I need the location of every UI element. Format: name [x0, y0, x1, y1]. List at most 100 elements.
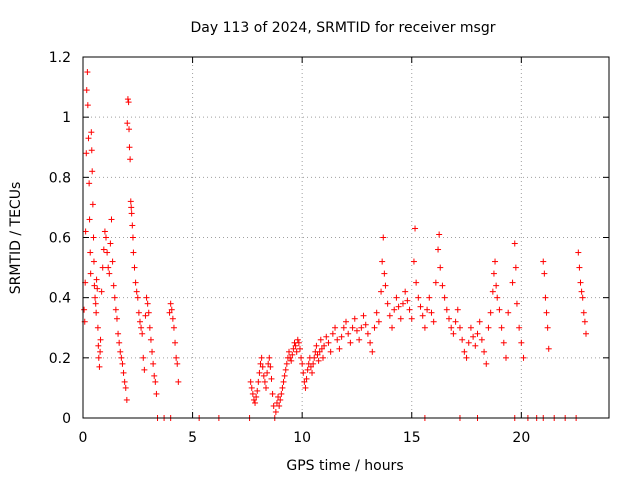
data-point — [289, 351, 296, 358]
data-point — [91, 282, 98, 289]
data-point — [247, 378, 254, 385]
y-tick-label: 0.8 — [49, 170, 71, 186]
data-point — [317, 336, 324, 343]
data-point — [89, 168, 96, 175]
data-point — [360, 312, 367, 319]
data-point — [147, 336, 154, 343]
data-point — [126, 126, 133, 133]
data-point — [124, 96, 131, 103]
y-tick-label: 0.4 — [49, 291, 71, 307]
data-point — [87, 270, 94, 277]
data-point — [301, 378, 308, 385]
data-point — [454, 306, 461, 313]
data-point — [131, 264, 138, 271]
data-point — [121, 378, 128, 385]
data-point — [286, 348, 293, 355]
data-point — [476, 318, 483, 325]
data-point — [579, 294, 586, 301]
data-point — [83, 150, 90, 157]
data-point — [288, 357, 295, 364]
data-point — [124, 120, 131, 127]
data-point — [432, 279, 439, 286]
data-point — [349, 324, 356, 331]
data-point — [296, 345, 303, 352]
data-point — [99, 264, 106, 271]
data-point — [82, 228, 89, 235]
data-points — [81, 69, 589, 421]
data-point — [98, 288, 105, 295]
data-point — [169, 315, 176, 322]
data-point — [127, 198, 134, 205]
data-point — [446, 315, 453, 322]
data-point — [316, 348, 323, 355]
x-tick-label: 15 — [403, 430, 421, 446]
data-point — [381, 270, 388, 277]
data-point — [134, 294, 141, 301]
data-point — [92, 300, 99, 307]
data-point — [373, 309, 380, 316]
data-point — [406, 306, 413, 313]
data-point — [441, 294, 448, 301]
data-point — [509, 279, 516, 286]
data-point — [417, 303, 424, 310]
data-point — [492, 258, 499, 265]
data-point — [410, 258, 417, 265]
x-tick-label: 10 — [293, 430, 311, 446]
data-point — [439, 282, 446, 289]
data-point — [115, 330, 122, 337]
data-point — [448, 324, 455, 331]
data-point — [84, 102, 91, 109]
data-point — [340, 324, 347, 331]
data-point — [113, 315, 120, 322]
data-point — [502, 354, 509, 361]
data-point — [86, 180, 93, 187]
data-point — [149, 348, 156, 355]
data-point — [578, 288, 585, 295]
data-point — [402, 288, 409, 295]
data-point — [128, 210, 135, 217]
data-point — [452, 318, 459, 325]
data-point — [145, 309, 152, 316]
data-point — [314, 351, 321, 358]
data-point — [395, 303, 402, 310]
data-point — [311, 354, 318, 361]
data-point — [470, 333, 477, 340]
data-point — [541, 270, 548, 277]
data-point — [97, 348, 104, 355]
data-point — [332, 324, 339, 331]
data-point — [319, 354, 326, 361]
data-point — [265, 360, 272, 367]
data-point — [430, 318, 437, 325]
data-point — [437, 264, 444, 271]
data-point — [575, 249, 582, 256]
y-tick-label: 1.2 — [49, 50, 71, 66]
data-point — [375, 318, 382, 325]
data-point — [101, 228, 108, 235]
data-point — [313, 342, 320, 349]
data-point — [485, 324, 492, 331]
data-point — [292, 342, 299, 349]
data-point — [461, 348, 468, 355]
data-point — [250, 396, 257, 403]
data-point — [424, 306, 431, 313]
data-point — [367, 339, 374, 346]
data-point — [369, 348, 376, 355]
plot-area-border — [82, 56, 610, 419]
data-point — [511, 240, 518, 247]
data-point — [581, 318, 588, 325]
data-point — [443, 306, 450, 313]
data-point — [343, 318, 349, 325]
data-point — [93, 309, 100, 316]
data-point — [92, 294, 99, 301]
data-point — [168, 306, 175, 313]
data-point — [489, 288, 496, 295]
axis-ticks — [82, 56, 609, 419]
data-point — [106, 270, 113, 277]
data-point — [540, 258, 547, 265]
chart-title: Day 113 of 2024, SRMTID for receiver msg… — [191, 20, 496, 36]
data-point — [299, 360, 306, 367]
data-point — [384, 300, 391, 307]
data-point — [472, 342, 479, 349]
data-point — [117, 348, 124, 355]
